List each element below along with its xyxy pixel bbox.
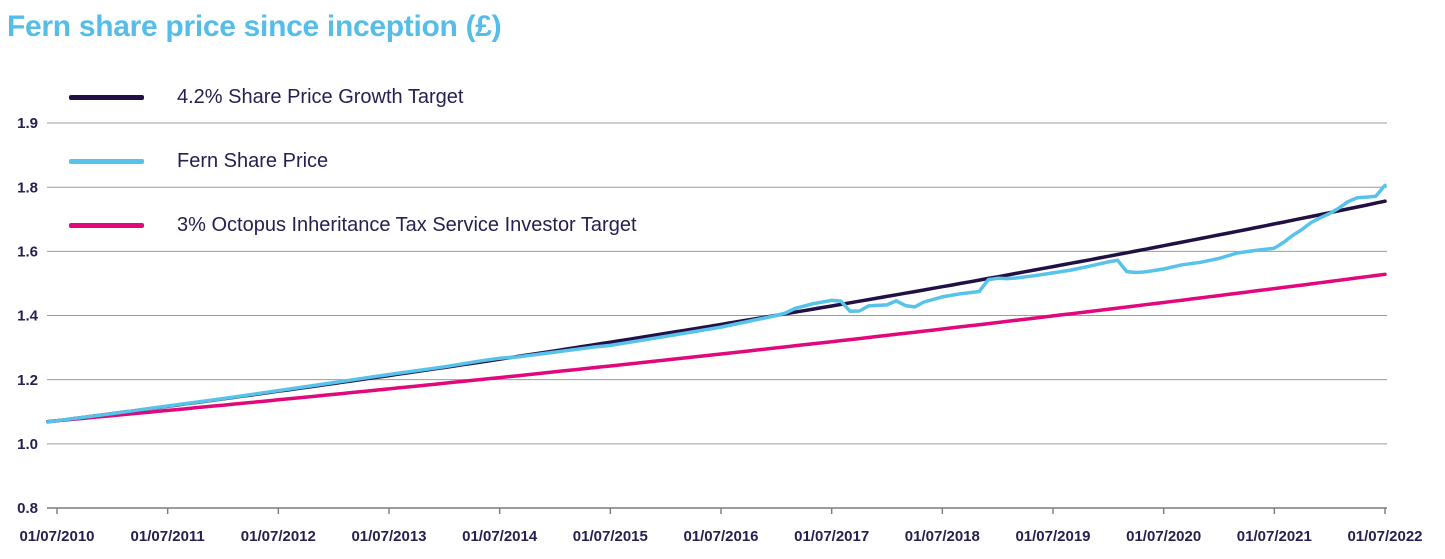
y-tick-label: 1.2 (17, 372, 38, 389)
series-investor-target (46, 272, 1387, 424)
y-tick-label: 1.4 (17, 308, 39, 325)
y-tick-label: 1.8 (17, 179, 38, 196)
x-axis-ticks: 01/07/2010 01/07/2011 01/07/2012 01/07/2013… (19, 508, 1423, 545)
x-tick-label: 01/07/2013 (351, 528, 426, 545)
series-growth-target (46, 199, 1387, 424)
y-axis-labels: 1.9 1.8 1.6 1.4 1.2 1.0 0.8 (17, 115, 39, 517)
chart-title: Fern share price since inception (£) (7, 10, 502, 43)
gridlines (47, 122, 1387, 509)
x-tick-label: 01/07/2016 (683, 528, 758, 545)
x-tick-label: 01/07/2020 (1126, 528, 1201, 545)
y-tick-label: 1.0 (17, 436, 38, 453)
x-tick-label: 01/07/2010 (19, 528, 94, 545)
x-tick-label: 01/07/2019 (1015, 528, 1090, 545)
y-tick-label: 1.9 (17, 115, 38, 132)
y-tick-label: 1.6 (17, 244, 38, 261)
x-tick-label: 01/07/2018 (905, 528, 980, 545)
x-tick-label: 01/07/2012 (241, 528, 316, 545)
y-tick-label: 0.8 (17, 500, 38, 517)
x-tick-label: 01/07/2017 (794, 528, 869, 545)
x-tick-label: 01/07/2014 (462, 528, 538, 545)
x-tick-label: 01/07/2022 (1347, 528, 1422, 545)
x-tick-label: 01/07/2021 (1237, 528, 1312, 545)
series-fern-share-price (46, 183, 1387, 424)
x-tick-label: 01/07/2015 (573, 528, 648, 545)
x-tick-label: 01/07/2011 (131, 528, 205, 545)
